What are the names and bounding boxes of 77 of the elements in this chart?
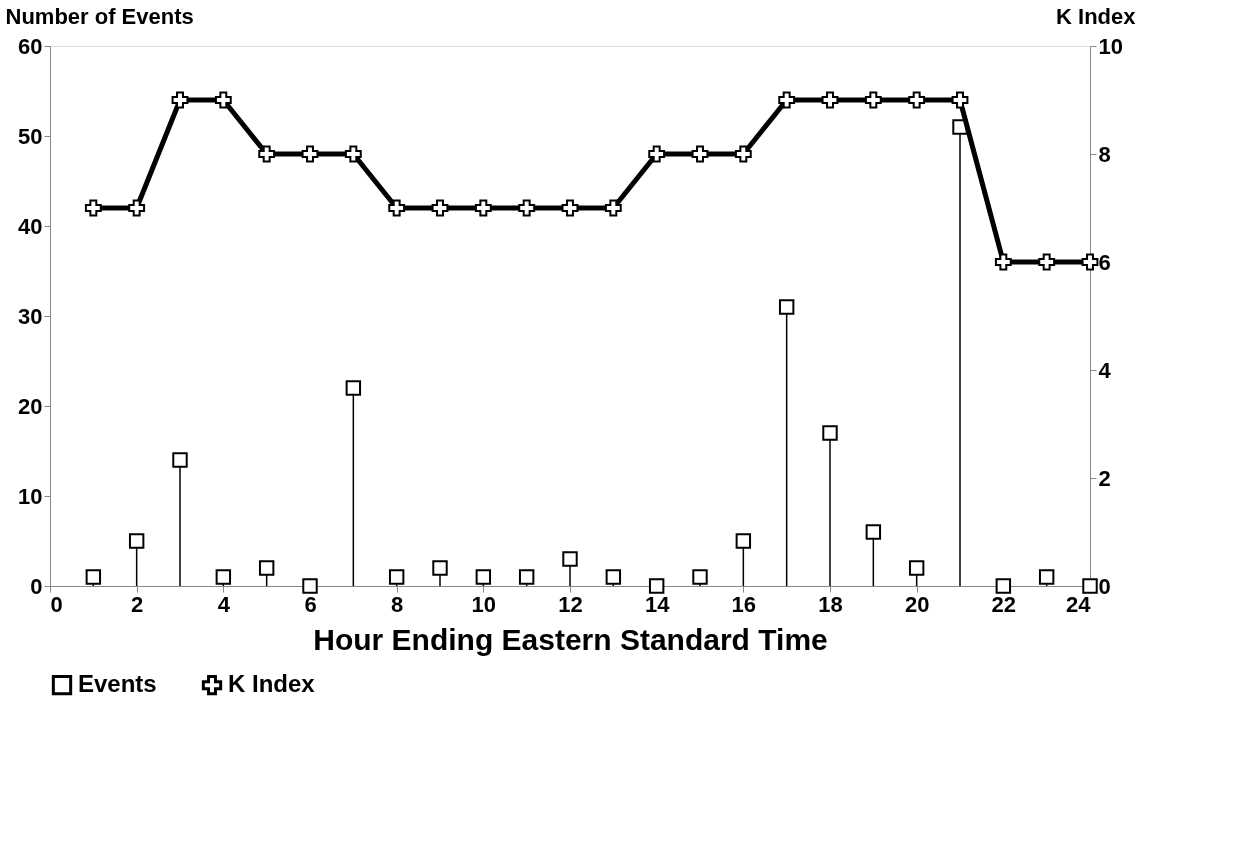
point [604, 199, 622, 217]
x-tick-label: 18 [818, 591, 843, 617]
point [432, 560, 448, 576]
point [302, 578, 318, 594]
point [1038, 569, 1055, 585]
point [734, 145, 752, 163]
point [172, 452, 188, 468]
x-tick-label: 14 [644, 591, 671, 617]
y-tick-label: 30 [18, 303, 43, 329]
point [258, 560, 275, 576]
point [518, 199, 536, 217]
point [995, 578, 1012, 594]
point [474, 199, 492, 217]
point [951, 91, 969, 109]
point [215, 569, 232, 585]
point [735, 533, 752, 549]
point [388, 199, 406, 217]
y2-axis-title: K Index [1056, 3, 1137, 29]
legend-label: K Index [228, 670, 316, 698]
point [128, 533, 145, 549]
y-axis-title: Number of Events [5, 3, 194, 29]
x-tick-label: 10 [471, 591, 497, 617]
point [84, 199, 102, 217]
y-tick-label: 40 [18, 213, 43, 239]
y2-tick-label: 2 [1098, 465, 1111, 491]
y-tick-label: 50 [18, 123, 43, 149]
y-tick-label: 60 [18, 33, 43, 59]
point [85, 569, 102, 585]
y2-tick-label: 10 [1098, 33, 1123, 59]
point [778, 299, 795, 315]
x-tick-label: 22 [991, 591, 1017, 617]
x-tick-label: 24 [1066, 591, 1092, 617]
y-tick-label: 0 [30, 573, 43, 599]
point [345, 380, 362, 396]
point [778, 91, 796, 109]
point [821, 91, 839, 109]
point [344, 145, 362, 163]
x-tick-label: 20 [904, 591, 930, 617]
point [475, 569, 492, 585]
point [908, 560, 925, 576]
point [388, 569, 405, 585]
point [301, 145, 319, 163]
point [691, 145, 709, 163]
point [692, 569, 708, 585]
y2-tick-label: 6 [1098, 249, 1111, 275]
point [128, 199, 146, 217]
point [648, 578, 665, 594]
legend-label: Events [78, 670, 157, 698]
point [648, 145, 666, 163]
point [518, 569, 535, 585]
y-tick-label: 10 [18, 483, 43, 509]
point [258, 145, 276, 163]
point [562, 551, 578, 567]
point [431, 199, 449, 217]
y2-tick-label: 0 [1098, 573, 1111, 599]
point [994, 253, 1012, 271]
y2-tick-label: 8 [1098, 141, 1111, 167]
x-tick-label: 12 [558, 591, 583, 617]
x-axis-title: Hour Ending Eastern Standard Time [313, 622, 828, 656]
point [865, 524, 882, 540]
point [908, 91, 926, 109]
x-tick-label: 2 [131, 591, 144, 617]
point [214, 91, 232, 109]
point [822, 425, 838, 441]
point [605, 569, 622, 585]
x-tick-label: 4 [217, 591, 231, 617]
y-tick-label: 20 [18, 393, 43, 419]
x-tick-label: 0 [50, 591, 63, 617]
point [1038, 253, 1056, 271]
point [171, 91, 189, 109]
point [1082, 578, 1098, 594]
y2-tick-label: 4 [1098, 357, 1112, 383]
x-tick-label: 8 [391, 591, 404, 617]
point [864, 91, 882, 109]
x-tick-label: 16 [731, 591, 757, 617]
point [561, 199, 579, 217]
x-tick-label: 6 [304, 591, 317, 617]
